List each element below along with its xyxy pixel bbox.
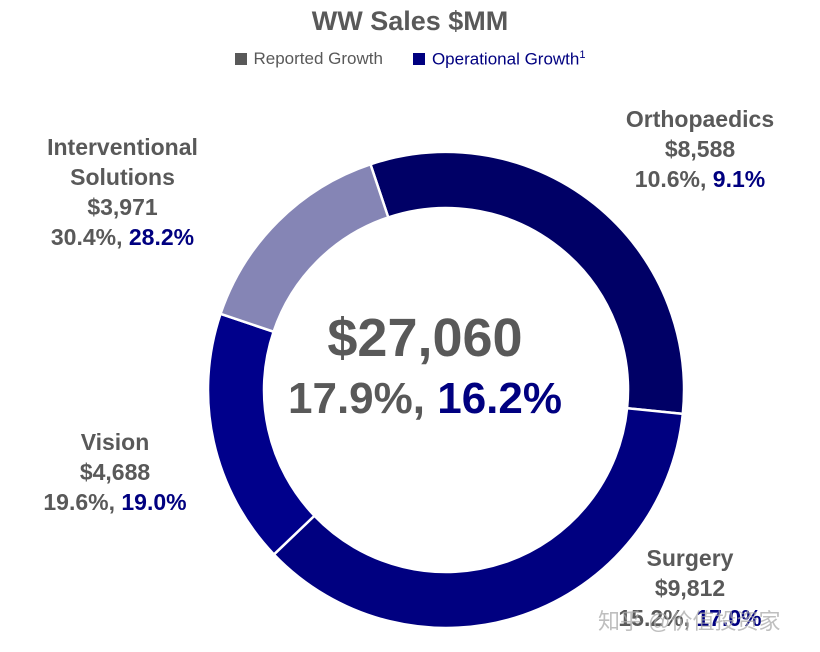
footnote-marker: 1 (579, 49, 586, 61)
label-orthopaedics-name: Orthopaedics (625, 106, 775, 132)
legend-label-reported: Reported Growth (253, 49, 383, 69)
legend-label-operational: Operational Growth1 (431, 49, 586, 69)
label-interventional-solutions: Interventional Solutions $3,971 30.4%, 2… (20, 132, 225, 252)
legend-swatch-operational (412, 53, 425, 66)
center-reported: 17.9%, (288, 374, 425, 423)
label-orthopaedics-reported: 10.6%, (634, 166, 707, 192)
donut-segment-interventional-solutions (218, 162, 390, 334)
label-surgery-reported: 15.2%, (618, 605, 690, 631)
donut-segment-surgery (272, 406, 685, 630)
label-interventional-name-line1: Interventional (47, 134, 198, 160)
label-orthopaedics: Orthopaedics $8,588 10.6%, 9.1% (600, 104, 800, 194)
label-surgery-value: $9,812 (654, 575, 726, 601)
center-summary: $27,060 17.9%, 16.2% (250, 305, 600, 427)
label-orthopaedics-operational: 9.1% (712, 166, 766, 192)
label-interventional-name-line2: Solutions (70, 164, 175, 190)
legend-swatch-reported (234, 53, 247, 66)
label-vision-value: $4,688 (79, 459, 151, 485)
legend-item-operational: Operational Growth1 (412, 49, 586, 70)
label-interventional-operational: 28.2% (128, 224, 195, 250)
label-interventional-reported: 30.4%, (50, 224, 123, 250)
label-vision-name: Vision (80, 429, 150, 455)
watermark: 知乎 @价值投资家 (598, 609, 781, 634)
legend-item-reported: Reported Growth (234, 49, 383, 70)
center-growth: 17.9%, 16.2% (250, 371, 600, 427)
label-interventional-value: $3,971 (87, 194, 158, 220)
label-surgery-operational: 17.0% (696, 605, 762, 631)
label-surgery-name: Surgery (646, 545, 734, 571)
chart-legend: Reported Growth Operational Growth1 (0, 49, 820, 70)
chart-title: WW Sales $MM (311, 6, 509, 36)
label-orthopaedics-value: $8,588 (664, 136, 736, 162)
label-vision-operational: 19.0% (121, 489, 187, 515)
label-surgery: Surgery $9,812 15.2%, 17.0% (590, 543, 790, 633)
center-total: $27,060 (327, 308, 523, 368)
center-operational: 16.2% (437, 374, 562, 423)
label-vision: Vision $4,688 19.6%, 19.0% (15, 427, 215, 517)
label-vision-reported: 19.6%, (43, 489, 115, 515)
